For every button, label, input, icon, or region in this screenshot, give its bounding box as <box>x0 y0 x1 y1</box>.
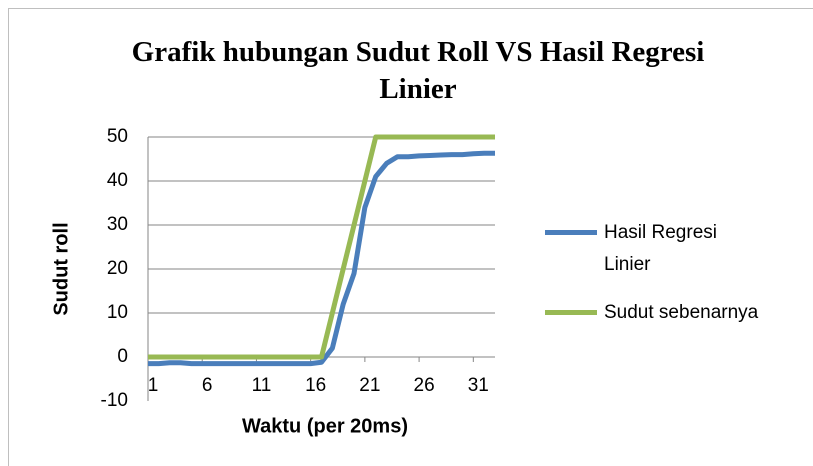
data-line <box>148 134 495 360</box>
chart-title: Grafik hubungan Sudut Roll VS Hasil Regr… <box>131 36 705 105</box>
x-tick-label: 1 <box>148 375 159 396</box>
y-tick-label: 40 <box>107 170 128 191</box>
legend-swatch <box>545 230 597 235</box>
x-tick-label: 16 <box>305 375 326 396</box>
chart-frame <box>8 8 813 466</box>
y-axis-label: Sudut roll <box>50 222 72 315</box>
y-tick-label: 30 <box>107 214 128 235</box>
x-axis-label: Waktu (per 20ms) <box>242 415 408 437</box>
x-tick-label: 31 <box>468 375 489 396</box>
data-line <box>148 150 495 367</box>
legend-swatch <box>545 310 597 315</box>
x-tick-label: 21 <box>359 375 380 396</box>
x-tick-label: 26 <box>414 375 435 396</box>
y-tick-label: 10 <box>107 302 128 323</box>
y-tick-label: 0 <box>117 346 128 367</box>
y-tick-label: 50 <box>107 126 128 147</box>
legend-label: Sudut sebenarnya <box>604 302 759 323</box>
y-tick-label: 20 <box>107 258 128 279</box>
legend-label: Hasil Regresi Linier <box>604 222 717 275</box>
x-tick-label: 6 <box>202 375 213 396</box>
x-tick-label: 11 <box>252 375 272 396</box>
y-tick-label: -10 <box>101 390 128 411</box>
